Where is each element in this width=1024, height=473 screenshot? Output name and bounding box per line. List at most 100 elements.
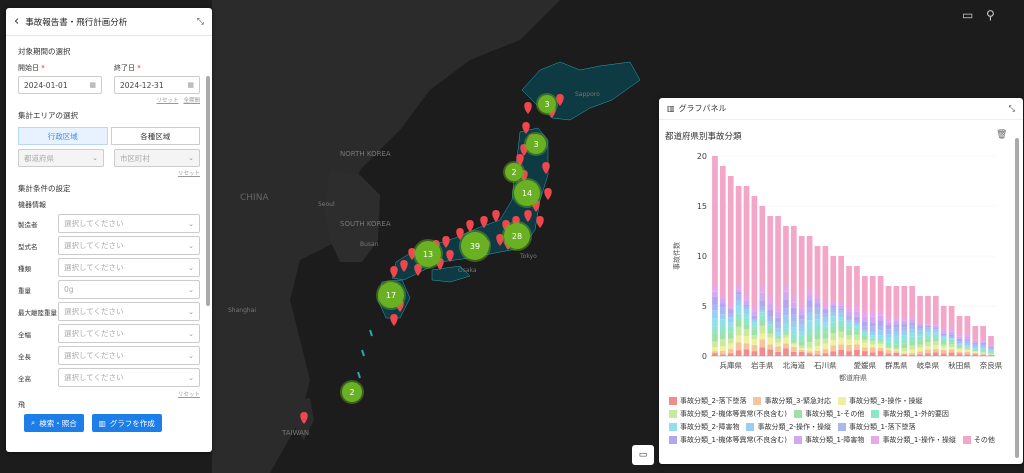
legend-item[interactable]: その他 — [962, 433, 995, 446]
cluster-marker[interactable]: 28 — [502, 221, 532, 251]
legend-item[interactable]: 事故分類_1-外的要因 — [871, 407, 949, 420]
bar-segment — [877, 312, 884, 316]
accident-pin-marker[interactable] — [524, 102, 532, 114]
cluster-marker[interactable]: 3 — [524, 132, 548, 156]
start-date-input[interactable]: 2024-01-01 ▦ — [18, 76, 102, 94]
period-reset-link[interactable]: リセット — [156, 98, 179, 104]
share-network-icon[interactable]: ⚲ — [986, 8, 995, 22]
bar-segment — [948, 344, 955, 348]
collapse-icon[interactable]: ⤡ — [1008, 103, 1015, 113]
accident-pin-marker[interactable] — [496, 234, 504, 246]
legend-item[interactable]: 事故分類_3-緊急対応 — [753, 394, 831, 407]
legend-label: 事故分類_3-操作・操縦 — [848, 396, 923, 405]
accident-pin-marker[interactable] — [492, 210, 500, 222]
accident-pin-marker[interactable] — [456, 228, 464, 240]
accident-pin-marker[interactable] — [442, 236, 450, 248]
bar-segment — [751, 319, 758, 322]
legend-item[interactable]: 事故分類_1-障害物 — [793, 433, 864, 446]
cluster-marker[interactable]: 2 — [340, 380, 364, 404]
legend-item[interactable]: 事故分類_2-障害物 — [669, 420, 739, 433]
bar-segment — [759, 321, 766, 326]
accident-pin-marker[interactable] — [414, 264, 422, 276]
legend-item[interactable]: 事故分類_2-操作・操縦 — [746, 420, 831, 433]
all-period-link[interactable]: 全期間 — [183, 98, 200, 104]
legend-swatch — [669, 422, 677, 431]
cluster-marker[interactable]: 17 — [376, 280, 406, 310]
map-layer-icon[interactable]: ▭ — [962, 8, 974, 22]
bar-segment — [846, 322, 852, 327]
create-graph-button[interactable]: ▥ グラフを作成 — [91, 414, 162, 432]
accident-pin-marker[interactable] — [390, 266, 398, 278]
accident-pin-marker[interactable] — [542, 162, 550, 174]
condition-select[interactable]: 0g ⌄ — [58, 280, 200, 299]
bar-segment — [940, 331, 947, 334]
bar-segment — [759, 206, 766, 286]
bar-segment — [775, 317, 781, 323]
cluster-marker[interactable]: 3 — [536, 93, 558, 115]
graph-scrollbar[interactable] — [1015, 138, 1019, 458]
legend-item[interactable]: 事故分類_1-操作・操縦 — [871, 433, 956, 446]
condition-label: 種類 — [18, 264, 31, 273]
condition-select[interactable]: 選択してください ⌄ — [58, 324, 200, 343]
legend-item[interactable]: 事故分類_2-落下墜落 — [669, 394, 746, 407]
tab-each-area[interactable]: 各種区域 — [110, 127, 200, 145]
legend-item[interactable]: 事故分類_1-機体等異常(不良含む) — [669, 433, 787, 446]
end-date-input[interactable]: 2024-12-31 ▦ — [114, 76, 200, 94]
condition-select[interactable]: 選択してください ⌄ — [58, 258, 200, 277]
back-arrow-icon[interactable]: ‹ — [14, 14, 20, 29]
cluster-marker[interactable]: 14 — [512, 178, 542, 208]
map-view-toggle[interactable]: ▭ — [632, 445, 654, 465]
condition-select[interactable]: 選択してください ⌄ — [58, 214, 200, 233]
condition-select[interactable]: 選択してください ⌄ — [58, 368, 200, 387]
search-button[interactable]: ⌕ 検索・照合 — [24, 414, 84, 432]
cluster-marker[interactable]: 13 — [413, 239, 443, 269]
bar-segment — [980, 339, 987, 342]
bar-segment — [838, 326, 845, 332]
collapse-icon[interactable]: ⤡ — [196, 16, 204, 27]
bar-segment — [948, 352, 955, 356]
trash-icon[interactable]: 🗑 — [996, 130, 1008, 140]
accident-pin-marker[interactable] — [466, 220, 474, 232]
legend-item[interactable]: 事故分類_2-機体等異常(不良含む) — [669, 407, 787, 420]
tab-admin-area[interactable]: 行政区域 — [18, 127, 108, 145]
area-reset-link[interactable]: リセット — [177, 171, 200, 177]
bar-segment — [925, 346, 931, 350]
cluster-markers[interactable]: 3 3 2 14 39 28 13 17 2 — [340, 93, 558, 404]
conditions-reset-link[interactable]: リセット — [177, 392, 200, 398]
panel-header: ‹ 事故報告書・飛行計画分析 ⤡ — [6, 8, 212, 36]
bar-segment — [822, 317, 829, 323]
condition-select[interactable]: 選択してください ⌄ — [58, 346, 200, 365]
accident-pin-marker[interactable] — [520, 144, 528, 156]
bar-segment — [964, 348, 971, 351]
chevron-down-icon: ⌄ — [188, 329, 194, 338]
bar-segment — [712, 286, 718, 292]
bar-segment — [743, 329, 750, 336]
accident-pin-marker[interactable] — [300, 412, 308, 424]
legend-item[interactable]: 事故分類_1-落下墜落 — [837, 420, 915, 433]
accident-pin-marker[interactable] — [524, 210, 532, 222]
accident-pin-marker[interactable] — [480, 216, 488, 228]
accident-pin-marker[interactable] — [390, 314, 398, 326]
accident-pin-marker[interactable] — [408, 248, 416, 260]
panel-scrollbar[interactable] — [206, 76, 210, 306]
accident-pin-marker[interactable] — [516, 154, 524, 166]
prefecture-select[interactable]: 都道府県 ⌄ — [18, 149, 104, 167]
accident-pin-marker[interactable] — [556, 94, 564, 106]
bar-segment — [822, 349, 829, 354]
accident-pin-marker[interactable] — [544, 188, 552, 200]
accident-pin-marker[interactable] — [446, 250, 454, 262]
cluster-circle — [504, 223, 530, 249]
condition-select[interactable]: 選択してください ⌄ — [58, 302, 200, 321]
bar-segment — [727, 332, 734, 339]
accident-pin-marker[interactable] — [536, 216, 544, 228]
accident-pin-marker[interactable] — [400, 260, 408, 272]
legend-label: 事故分類_1-外的要因 — [882, 409, 949, 418]
legend-item[interactable]: 事故分類_3-操作・操縦 — [837, 394, 923, 407]
city-select[interactable]: 市区町村 ⌄ — [114, 149, 200, 167]
condition-select[interactable]: 選択してください ⌄ — [58, 236, 200, 255]
bar-segment — [940, 344, 947, 347]
accident-pin-marker[interactable] — [522, 122, 530, 134]
cluster-marker[interactable]: 39 — [459, 230, 491, 262]
legend-item[interactable]: 事故分類_1-その他 — [793, 407, 864, 420]
cluster-marker[interactable]: 2 — [503, 161, 525, 183]
